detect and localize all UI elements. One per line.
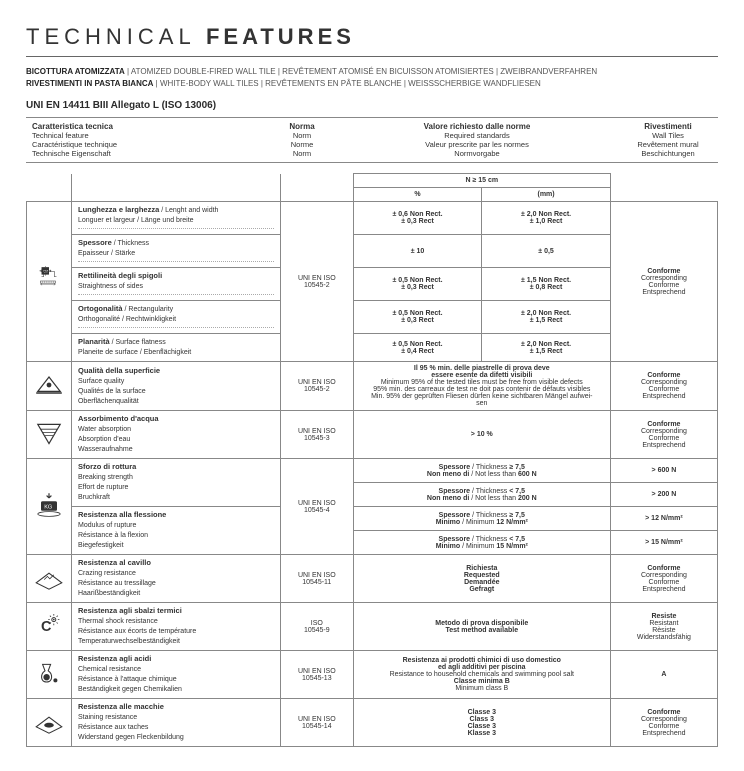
table-row: Assorbimento d'acquaWater absorptionAbso… — [27, 411, 718, 459]
table-row: Resistenza alle macchieStaining resistan… — [27, 699, 718, 747]
surface-icon — [27, 362, 72, 411]
table-row: Resistenza alla flessioneModulus of rupt… — [27, 507, 718, 531]
title-bold: FEATURES — [206, 24, 355, 49]
pct-header: % — [353, 188, 482, 202]
header-col-value: Valore richiesto dalle norme Required st… — [336, 118, 618, 163]
stain-icon — [27, 699, 72, 747]
thermal-icon: C — [27, 603, 72, 651]
strength-icon: KG — [27, 459, 72, 555]
subtitle-1: BICOTTURA ATOMIZZATA | ATOMIZED DOUBLE-F… — [26, 67, 718, 76]
table-row: C Resistenza agli sbalzi termiciThermal … — [27, 603, 718, 651]
n15-header: N ≥ 15 cm — [353, 174, 610, 188]
craze-icon — [27, 555, 72, 603]
chemical-icon — [27, 651, 72, 699]
table-row: KG Sforzo di rotturaBreaking strengthEff… — [27, 459, 718, 483]
header-col-norm: Norma Norm Norme Norm — [268, 118, 336, 163]
header-table: Caratteristica tecnica Technical feature… — [26, 117, 718, 163]
spec-table: N ≥ 15 cm % (mm) CM Lunghezza e larghezz… — [26, 173, 718, 747]
standard-code: UNI EN 14411 BIII Allegato L (ISO 13006) — [26, 100, 718, 111]
page-title: TECHNICAL FEATURES — [26, 24, 718, 57]
mm-header: (mm) — [482, 188, 611, 202]
dim-norm: UNI EN ISO 10545-2 — [280, 202, 353, 362]
water-icon — [27, 411, 72, 459]
title-thin: TECHNICAL — [26, 24, 206, 49]
table-row: Resistenza agli acidiChemical resistance… — [27, 651, 718, 699]
svg-text:KG: KG — [44, 504, 52, 510]
svg-text:C: C — [41, 618, 51, 634]
header-col-feature: Caratteristica tecnica Technical feature… — [26, 118, 268, 163]
subtitle-2: RIVESTIMENTI IN PASTA BIANCA | WHITE-BOD… — [26, 79, 718, 88]
dimension-icon: CM — [27, 202, 72, 362]
header-col-result: Rivestimenti Wall Tiles Revêtement mural… — [618, 118, 718, 163]
table-row: Resistenza al cavilloCrazing resistanceR… — [27, 555, 718, 603]
table-row: Qualità della superficieSurface qualityQ… — [27, 362, 718, 411]
table-row: CM Lunghezza e larghezza / Lenght and wi… — [27, 202, 718, 235]
dim-result: ConformeCorrespondingConformeEntsprechen… — [610, 202, 717, 362]
